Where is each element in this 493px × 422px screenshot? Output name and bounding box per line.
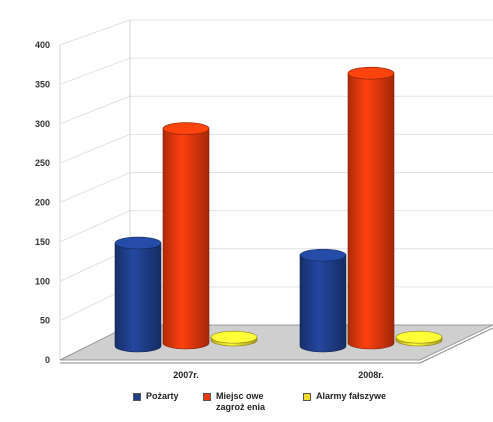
bar-body [162, 128, 210, 350]
y-axis-ticks: 0 50 100 150 200 250 300 350 400 [35, 40, 50, 365]
legend-label: Miejsc owe zagroż enia [216, 391, 265, 413]
y-tick-label: 0 [45, 355, 50, 365]
bar [210, 330, 258, 347]
gridline-side [59, 210, 131, 243]
legend-item-pozarty: Pożarty [133, 391, 179, 402]
bar-top [114, 236, 162, 250]
y-tick-label: 300 [35, 119, 50, 129]
x-tick-label: 2008r. [358, 370, 384, 380]
bar-top [347, 66, 395, 80]
bar-body [299, 254, 347, 353]
legend: Pożarty Miejsc owe zagroż enia Alarmy fa… [133, 391, 473, 419]
y-tick-label: 350 [35, 79, 50, 89]
bar [347, 66, 395, 350]
gridline-side [59, 172, 131, 203]
y-tick-label: 100 [35, 276, 50, 286]
y-tick-label: 400 [35, 40, 50, 50]
bar-body [347, 72, 395, 350]
bar-top [210, 330, 258, 344]
bar [395, 330, 443, 347]
x-axis-labels: 2007r. 2008r. [173, 370, 384, 380]
y-tick-label: 200 [35, 198, 50, 208]
x-tick-label: 2007r. [173, 370, 199, 380]
bar [299, 248, 347, 353]
x-axis-line [419, 327, 493, 364]
gridline-side [59, 133, 131, 164]
legend-item-miejscowe-zagrozenia: Miejsc owe zagroż enia [203, 391, 265, 413]
legend-swatch [133, 393, 141, 401]
legend-label-line: zagroż enia [216, 402, 266, 412]
legend-label: Pożarty [146, 391, 179, 402]
bar [114, 236, 162, 353]
y-tick-label: 150 [35, 237, 50, 247]
legend-swatch [303, 393, 311, 401]
bar-top [162, 122, 210, 135]
bar-body [114, 242, 162, 353]
legend-swatch [203, 393, 211, 401]
bar-top [299, 248, 347, 262]
legend-label: Alarmy fałszywe [316, 391, 386, 402]
legend-label-line: Miejsc owe [216, 391, 264, 401]
gridline-side [59, 95, 131, 125]
legend-item-alarmy-falszywe: Alarmy fałszywe [303, 391, 386, 402]
gridline-side [59, 57, 131, 85]
y-tick-label: 250 [35, 158, 50, 168]
bars [114, 66, 443, 353]
bar-top [395, 330, 443, 344]
y-tick-label: 50 [40, 316, 50, 326]
gridline-side [59, 19, 131, 46]
legend-label-line: Pożarty [146, 391, 179, 401]
bar [162, 122, 210, 350]
legend-label-line: Alarmy fałszywe [316, 391, 387, 401]
